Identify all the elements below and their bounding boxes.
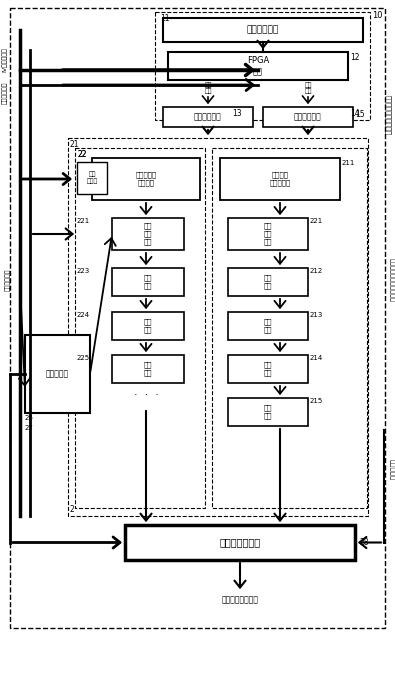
Text: 内插
成型: 内插 成型 (264, 275, 272, 289)
Bar (77, 162, 107, 194)
Text: 28: 28 (359, 538, 369, 547)
Bar (112, 312, 184, 340)
Text: 214: 214 (310, 355, 323, 361)
Text: IV频参考信号: IV频参考信号 (2, 47, 8, 73)
Bar (125, 525, 355, 560)
Bar (228, 268, 308, 296)
Text: 11: 11 (160, 14, 169, 23)
Bar (228, 218, 308, 250)
Text: 中频雷达目标仿真信号源: 中频雷达目标仿真信号源 (390, 258, 395, 302)
Text: 光电
转换: 光电 转换 (264, 362, 272, 376)
Bar (163, 18, 363, 42)
Bar (168, 52, 348, 80)
Text: 外频信号源
仿真模块: 外频信号源 仿真模块 (135, 172, 157, 186)
Text: 10: 10 (372, 11, 383, 20)
Text: FPGA
模块: FPGA 模块 (247, 56, 269, 76)
Text: 存储
参数: 存储 参数 (304, 82, 312, 94)
Text: 频率
综合器: 频率 综合器 (87, 172, 98, 184)
Text: 成形
滤波: 成形 滤波 (264, 319, 272, 334)
Text: 混频
滤波
放大: 混频 滤波 放大 (144, 223, 152, 245)
Text: ·  ·  ·: · · · (134, 390, 158, 400)
Text: 外部参考信号: 外部参考信号 (2, 82, 8, 104)
Text: 22: 22 (77, 150, 87, 159)
Bar (155, 12, 370, 120)
Text: 12: 12 (350, 53, 359, 62)
Text: 混频
滤波
放大: 混频 滤波 放大 (264, 223, 272, 245)
Text: 14: 14 (350, 109, 359, 118)
Text: 仿真雷达信号输出: 仿真雷达信号输出 (222, 595, 258, 604)
Text: 225: 225 (77, 355, 90, 361)
Text: 224: 224 (77, 312, 90, 318)
Bar (228, 312, 308, 340)
Text: 成形
滤波: 成形 滤波 (144, 319, 152, 334)
Bar (25, 335, 90, 413)
Text: 存储
参数: 存储 参数 (204, 82, 212, 94)
Bar (112, 355, 184, 383)
Text: 光电
转换: 光电 转换 (144, 362, 152, 376)
Text: 13: 13 (232, 109, 242, 118)
Bar (220, 158, 340, 200)
Text: 27: 27 (25, 425, 34, 431)
Bar (112, 218, 184, 250)
Bar (75, 148, 205, 508)
Bar (68, 138, 368, 516)
Text: 频率综合器: 频率综合器 (46, 369, 69, 379)
Bar (212, 148, 367, 508)
Text: 参数一致
模拟信号源: 参数一致 模拟信号源 (269, 172, 291, 186)
Text: 221: 221 (77, 218, 90, 224)
Text: 2: 2 (70, 505, 75, 514)
Text: 开发测试平台: 开发测试平台 (247, 25, 279, 34)
Text: 频率控制接口: 频率控制接口 (194, 112, 222, 121)
Bar (112, 268, 184, 296)
Text: 211: 211 (342, 160, 356, 166)
Text: 22: 22 (77, 150, 87, 159)
Bar (263, 107, 353, 127)
Text: 雷达接收机: 雷达接收机 (390, 460, 395, 481)
Bar (228, 398, 308, 426)
Text: 223: 223 (77, 268, 90, 274)
Text: 雷达参数仿真控制接口: 雷达参数仿真控制接口 (385, 95, 391, 135)
Bar (92, 158, 200, 200)
Text: 215: 215 (310, 398, 323, 404)
Text: 15: 15 (355, 110, 365, 119)
Text: 221: 221 (310, 218, 323, 224)
Bar (228, 355, 308, 383)
Text: 外部时钟信号: 外部时钟信号 (5, 269, 11, 291)
Bar (163, 107, 253, 127)
Text: 内插
成型: 内插 成型 (144, 275, 152, 289)
Text: 21: 21 (70, 140, 79, 149)
Text: 212: 212 (310, 268, 323, 274)
Text: 26: 26 (25, 415, 34, 421)
Text: 频率控制接口: 频率控制接口 (294, 112, 322, 121)
Text: 213: 213 (310, 312, 324, 318)
Text: 光源调制解调器: 光源调制解调器 (220, 538, 261, 547)
Text: 光电
转换: 光电 转换 (264, 405, 272, 419)
